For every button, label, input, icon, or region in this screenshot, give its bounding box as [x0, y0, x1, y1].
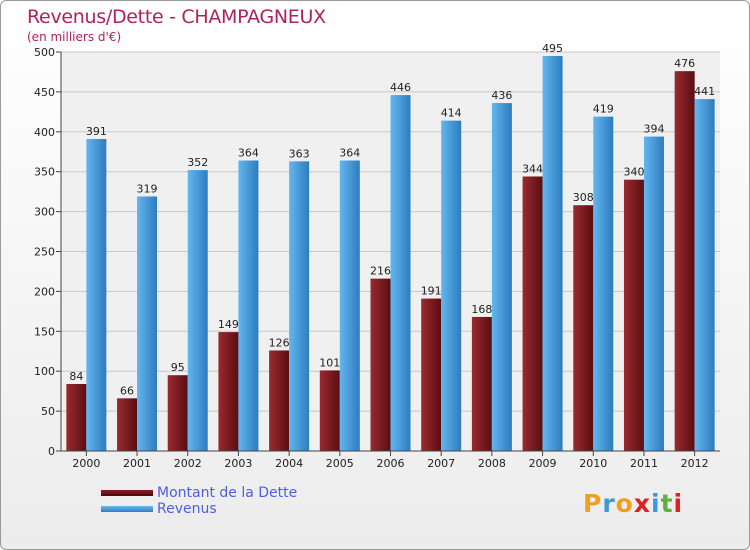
data-label-revenus: 391	[86, 125, 107, 138]
x-tick-label: 2009	[529, 457, 557, 470]
data-label-dette: 126	[269, 336, 290, 349]
logo-letter: x	[633, 489, 651, 518]
bar-revenus	[187, 170, 208, 451]
x-tick-label: 2008	[478, 457, 506, 470]
data-label-revenus: 495	[542, 42, 563, 55]
data-label-dette: 308	[573, 191, 594, 204]
data-label-dette: 84	[69, 370, 83, 383]
y-tick-label: 200	[34, 285, 55, 298]
x-tick-label: 2007	[427, 457, 455, 470]
bar-revenus	[542, 55, 563, 452]
y-tick-label: 150	[34, 325, 55, 338]
logo-letter: i	[651, 489, 661, 518]
x-tick-label: 2006	[377, 457, 405, 470]
data-label-dette: 95	[171, 361, 185, 374]
bars: 84 391 66 319 95 352 149 364 126 363 101 364 216 446 1…	[66, 42, 715, 452]
y-tick-label: 50	[41, 405, 55, 418]
legend-label-dette: Montant de la Dette	[157, 485, 298, 501]
bar-revenus	[390, 95, 411, 451]
bar-dette	[370, 278, 391, 451]
y-tick-label: 500	[34, 46, 55, 59]
x-tick-label: 2000	[72, 457, 100, 470]
bar-revenus	[643, 136, 664, 451]
bar-dette	[66, 383, 87, 451]
proxiti-logo: Proxiti	[583, 489, 683, 518]
y-tick-label: 250	[34, 246, 55, 259]
bar-revenus	[339, 160, 360, 451]
x-tick-label: 2002	[174, 457, 202, 470]
bar-dette	[674, 71, 695, 451]
data-label-dette: 340	[623, 166, 644, 179]
x-tick-label: 2003	[224, 457, 252, 470]
bar-revenus	[491, 103, 512, 452]
legend-swatch-revenus	[101, 506, 153, 512]
bar-dette	[167, 375, 188, 451]
x-tick-label: 2012	[681, 457, 709, 470]
bar-dette	[573, 205, 594, 451]
data-label-revenus: 319	[137, 182, 158, 195]
y-tick-label: 450	[34, 86, 55, 99]
bar-dette	[218, 332, 239, 451]
x-tick-label: 2001	[123, 457, 151, 470]
data-label-revenus: 364	[238, 147, 259, 160]
data-label-dette: 344	[522, 162, 543, 175]
bar-dette	[319, 370, 340, 451]
y-axis: 0 50 100 150 200 250 300 350 400 450 500	[34, 46, 62, 458]
y-tick-label: 400	[34, 126, 55, 139]
bar-revenus	[238, 160, 259, 451]
data-label-dette: 149	[218, 318, 239, 331]
bar-dette	[522, 176, 543, 451]
bar-dette	[471, 316, 492, 451]
data-label-revenus: 436	[491, 89, 512, 102]
legend-swatch-dette	[101, 490, 153, 496]
y-tick-label: 0	[48, 445, 55, 458]
x-tick-label: 2011	[630, 457, 658, 470]
data-label-dette: 168	[471, 303, 492, 316]
data-label-revenus: 394	[643, 123, 664, 136]
x-tick-label: 2010	[579, 457, 607, 470]
data-label-dette: 216	[370, 265, 391, 278]
chart-title: Revenus/Dette - CHAMPAGNEUX	[27, 6, 326, 28]
y-tick-label: 350	[34, 166, 55, 179]
data-label-revenus: 441	[694, 85, 715, 98]
bar-dette	[269, 350, 290, 451]
bar-revenus	[86, 138, 107, 451]
x-axis: 2000 2001 2002 2003 2004 2005 2006 2007 2008 2009…	[61, 450, 720, 470]
logo-letter: o	[615, 489, 634, 518]
bar-revenus	[694, 99, 715, 451]
data-label-revenus: 419	[593, 103, 614, 116]
data-label-revenus: 352	[187, 156, 208, 169]
data-label-revenus: 363	[289, 147, 310, 160]
legend-label-revenus: Revenus	[157, 501, 217, 517]
y-tick-label: 100	[34, 365, 55, 378]
data-label-revenus: 364	[339, 147, 360, 160]
data-label-revenus: 446	[390, 81, 411, 94]
bar-dette	[117, 398, 138, 451]
bar-revenus	[441, 120, 462, 452]
data-label-dette: 191	[421, 285, 442, 298]
x-tick-label: 2004	[275, 457, 303, 470]
x-tick-label: 2005	[326, 457, 354, 470]
logo-letter: t	[660, 489, 674, 518]
bar-dette	[421, 298, 442, 451]
bar-dette	[623, 179, 644, 451]
chart-subtitle: (en milliers d'€)	[27, 30, 122, 44]
bar-revenus	[593, 116, 614, 451]
y-tick-label: 300	[34, 206, 55, 219]
data-label-dette: 66	[120, 384, 134, 397]
logo-letter: i	[673, 489, 684, 518]
bar-revenus	[137, 196, 158, 451]
logo-letter: r	[602, 489, 616, 518]
bar-revenus	[289, 161, 310, 452]
logo-letter: P	[583, 489, 603, 518]
data-label-revenus: 414	[441, 107, 462, 120]
data-label-dette: 101	[319, 356, 340, 369]
data-label-dette: 476	[674, 57, 695, 70]
